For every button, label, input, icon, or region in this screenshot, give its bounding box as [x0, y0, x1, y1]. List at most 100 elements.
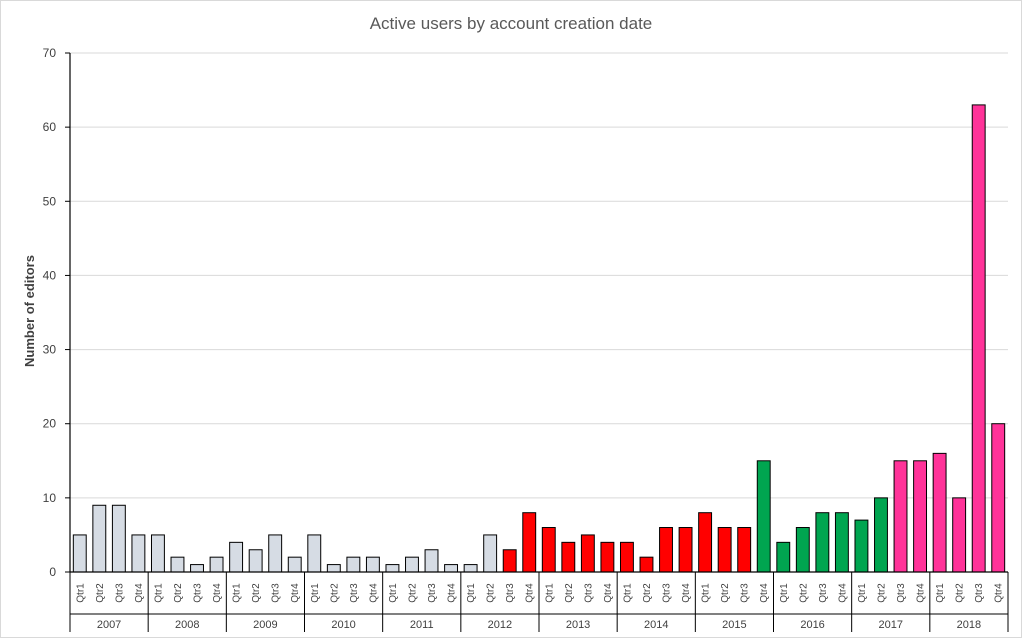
bar — [815, 512, 830, 573]
bar — [932, 452, 947, 573]
bar — [756, 460, 771, 573]
bar — [72, 534, 87, 573]
gridlines — [70, 52, 1008, 499]
quarter-label: Qtr1 — [701, 583, 712, 603]
year-label: 2011 — [410, 619, 434, 631]
quarter-label: Qtr3 — [193, 583, 204, 603]
bar — [854, 519, 869, 573]
quarter-label: Qtr2 — [642, 583, 653, 603]
year-label: 2017 — [879, 619, 903, 631]
bar — [952, 497, 967, 573]
year-label: 2008 — [175, 619, 199, 631]
bar — [659, 527, 673, 573]
quarter-label: Qtr4 — [134, 583, 145, 603]
bar — [326, 564, 341, 573]
chart-title: Active users by account creation date — [370, 14, 653, 33]
quarter-label: Qtr2 — [876, 583, 887, 603]
quarter-label: Qtr1 — [153, 583, 164, 603]
quarter-label: Qtr4 — [212, 583, 223, 603]
y-tick-label: 10 — [43, 491, 57, 505]
quarter-label: Qtr3 — [505, 583, 516, 603]
y-tick-label: 40 — [43, 268, 57, 282]
quarter-label: Qtr4 — [525, 583, 536, 603]
year-label: 2009 — [253, 619, 277, 631]
y-tick-label: 70 — [43, 46, 57, 60]
quarter-label: Qtr3 — [427, 583, 438, 603]
y-tick-label: 30 — [43, 343, 57, 357]
quarter-label: Qtr1 — [935, 583, 946, 603]
bar — [150, 534, 165, 573]
bar — [444, 564, 459, 573]
bar — [541, 527, 556, 573]
year-label: 2016 — [800, 619, 824, 631]
quarter-label: Qtr2 — [564, 583, 575, 603]
quarter-label: Qtr1 — [622, 583, 633, 603]
bar — [424, 549, 439, 573]
quarter-label: Qtr3 — [662, 583, 673, 603]
bar — [287, 556, 302, 573]
quarter-label: Qtr1 — [857, 583, 868, 603]
quarter-label: Qtr2 — [329, 583, 340, 603]
quarter-label: Qtr1 — [466, 583, 477, 603]
bar — [874, 497, 888, 573]
bar — [229, 541, 244, 573]
bar — [385, 564, 400, 573]
bar — [717, 527, 732, 573]
y-tick-label: 50 — [43, 194, 57, 208]
bar — [405, 556, 419, 573]
bar — [619, 541, 634, 573]
quarter-label: Qtr2 — [407, 583, 418, 603]
bar — [639, 556, 654, 573]
bars — [72, 104, 1006, 573]
bar — [170, 556, 185, 573]
bar — [365, 556, 380, 573]
quarter-label: Qtr3 — [114, 583, 125, 603]
bar — [580, 534, 595, 573]
bar — [913, 460, 928, 573]
bar — [893, 460, 908, 573]
quarter-label: Qtr4 — [368, 583, 379, 603]
quarter-label: Qtr2 — [486, 583, 497, 603]
year-label: 2013 — [566, 619, 590, 631]
quarter-label: Qtr3 — [896, 583, 907, 603]
bar — [131, 534, 146, 573]
quarter-label: Qtr1 — [544, 583, 555, 603]
y-tick-label: 60 — [43, 120, 57, 134]
quarter-label: Qtr4 — [994, 583, 1005, 603]
quarter-label: Qtr3 — [740, 583, 751, 603]
bar — [502, 549, 517, 573]
bar — [971, 104, 986, 573]
quarter-label: Qtr1 — [75, 583, 86, 603]
bar — [190, 564, 204, 573]
year-label: 2014 — [644, 619, 668, 631]
bar — [600, 541, 615, 573]
quarter-label: Qtr4 — [681, 583, 692, 603]
quarter-label: Qtr1 — [388, 583, 399, 603]
bar — [92, 504, 107, 573]
quarter-label: Qtr4 — [447, 583, 458, 603]
quarter-label: Qtr2 — [720, 583, 731, 603]
bar — [522, 512, 537, 573]
quarter-label: Qtr4 — [837, 583, 848, 603]
bar — [991, 423, 1006, 573]
quarter-label: Qtr4 — [916, 583, 927, 603]
quarter-label: Qtr3 — [818, 583, 829, 603]
year-label: 2018 — [957, 619, 981, 631]
bar — [776, 541, 791, 573]
quarter-label: Qtr3 — [583, 583, 594, 603]
bar — [346, 556, 361, 573]
quarter-label: Qtr1 — [310, 583, 321, 603]
bar — [678, 527, 693, 573]
y-axis-label: Number of editors — [22, 255, 37, 367]
bar — [111, 504, 126, 573]
bar — [248, 549, 263, 573]
bar — [209, 556, 224, 573]
year-label: 2015 — [722, 619, 746, 631]
bar — [834, 512, 849, 573]
year-label: 2010 — [331, 619, 355, 631]
quarter-label: Qtr2 — [798, 583, 809, 603]
y-tick-label: 0 — [49, 565, 56, 579]
bar — [483, 534, 498, 573]
y-tick-label: 20 — [43, 417, 57, 431]
